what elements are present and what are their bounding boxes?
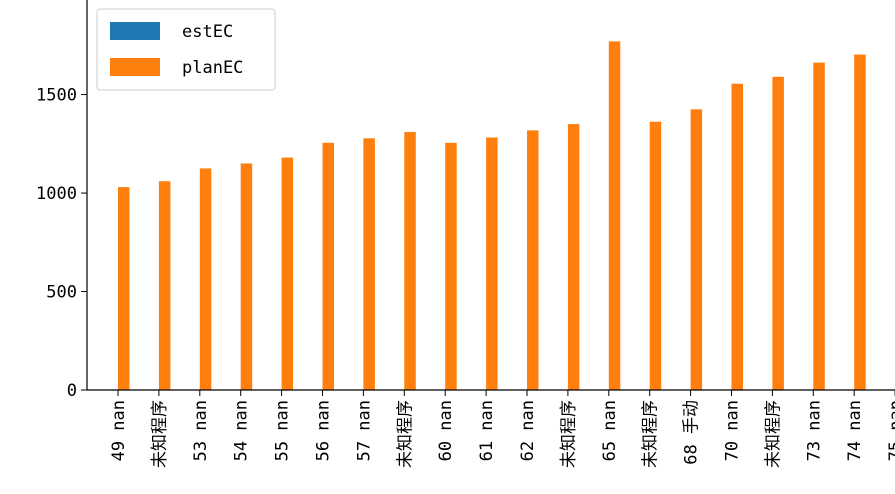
bar-planEC-0 [118, 187, 130, 390]
x-tick-label-12: 65 nan [600, 400, 620, 461]
y-tick-label-3: 1500 [36, 86, 77, 106]
x-tick-label-17: 73 nan [804, 400, 824, 461]
y-tick-label-1: 500 [46, 283, 77, 303]
bar-planEC-5 [322, 142, 334, 390]
bar-planEC-6 [363, 138, 375, 390]
x-tick-label-14: 68 手动 [682, 400, 702, 465]
bar-planEC-4 [281, 157, 294, 390]
x-tick-label-10: 62 nan [518, 400, 538, 461]
x-tick-label-9: 61 nan [477, 400, 497, 461]
bar-planEC-9 [486, 137, 498, 390]
bar-planEC-16 [772, 76, 784, 391]
x-tick-label-16: 未知程序 [763, 400, 783, 468]
bar-planEC-11 [567, 124, 580, 390]
x-tick-label-18: 74 nan [845, 400, 865, 461]
bar-planEC-3 [240, 163, 253, 390]
x-tick-label-13: 未知程序 [641, 400, 661, 468]
x-tick-label-2: 53 nan [191, 400, 211, 461]
legend-label-estEC: estEC [182, 22, 233, 42]
bar-planEC-17 [813, 62, 825, 391]
x-tick-label-7: 未知程序 [395, 400, 415, 468]
x-axis: 49 nan 未知程序 53 nan 54 nan 55 nan 56 nan 57 nan… [87, 389, 895, 468]
y-tick-label-2: 1000 [36, 184, 77, 204]
legend-swatch-estEC [110, 22, 160, 40]
bar-planEC-7 [404, 131, 416, 390]
bar-planEC-13 [649, 121, 662, 391]
bars-layer [118, 41, 866, 391]
legend: estEC planEC [96, 8, 276, 91]
x-tick-label-8: 60 nan [436, 400, 456, 461]
x-tick-label-15: 70 nan [723, 400, 743, 461]
bar-planEC-2 [199, 168, 212, 390]
bar-planEC-1 [158, 181, 171, 390]
x-tick-label-4: 55 nan [273, 400, 293, 461]
y-tick-label-0: 0 [67, 381, 77, 401]
x-tick-label-3: 54 nan [232, 400, 252, 461]
legend-swatch-planEC [110, 58, 160, 76]
y-axis: 0 500 1000 1500 [36, 0, 88, 401]
legend-label-planEC: planEC [182, 58, 243, 78]
x-tick-label-11: 未知程序 [559, 400, 579, 468]
x-tick-label-1: 未知程序 [150, 400, 170, 468]
bar-planEC-8 [445, 142, 457, 390]
x-tick-label-5: 56 nan [314, 400, 334, 461]
bar-planEC-18 [854, 54, 866, 390]
x-tick-label-0: 49 nan [109, 400, 129, 461]
bar-planEC-12 [608, 41, 621, 390]
x-tick-label-6: 57 nan [354, 400, 374, 461]
x-tick-label-19: 75 nan [886, 400, 895, 461]
bar-planEC-15 [731, 83, 743, 390]
bar-planEC-14 [690, 109, 703, 391]
bar-planEC-10 [527, 130, 539, 391]
